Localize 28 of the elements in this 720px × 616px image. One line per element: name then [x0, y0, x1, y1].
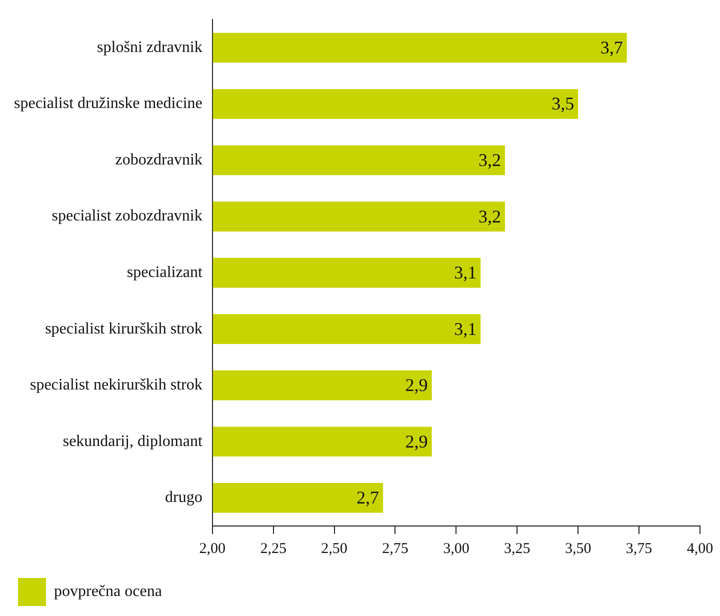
y-tick-label: specialist zobozdravnik	[52, 208, 202, 225]
x-tick-label: 3,00	[443, 540, 470, 557]
x-tick-label: 2,50	[321, 540, 348, 557]
x-tick-label: 3,50	[564, 540, 592, 557]
data-label: 2,7	[356, 488, 380, 508]
data-label: 3,1	[454, 318, 477, 339]
data-label: 3,7	[600, 37, 623, 58]
x-tick-label: 3,25	[504, 540, 530, 557]
x-tick-label: 2,00	[199, 540, 226, 557]
y-tick-label: sekundarij, diplomant	[62, 432, 203, 450]
x-tick-label: 2,75	[382, 540, 408, 557]
x-tick-label: 2,25	[260, 540, 286, 557]
x-tick-label: 3,75	[626, 540, 652, 557]
data-label: 3,5	[552, 94, 574, 114]
legend-label: povprečna ocena	[54, 583, 162, 600]
data-label: 3,1	[454, 262, 477, 283]
y-tick-label: specializant	[126, 264, 203, 282]
data-label: 2,9	[405, 431, 428, 452]
data-label: 3,2	[478, 206, 501, 226]
y-tick-label: zobozdravnik	[115, 151, 202, 168]
y-tick-label: specialist kirurških strok	[45, 320, 202, 338]
y-tick-label: drugo	[165, 489, 202, 506]
data-label: 3,2	[478, 150, 501, 170]
x-tick-label: 4,00	[686, 540, 714, 557]
data-label: 2,9	[405, 375, 428, 396]
y-tick-label: specialist družinske medicine	[14, 95, 202, 112]
y-tick-label: specialist nekirurških strok	[30, 376, 202, 394]
y-tick-label: splošni zdravnik	[97, 38, 202, 56]
